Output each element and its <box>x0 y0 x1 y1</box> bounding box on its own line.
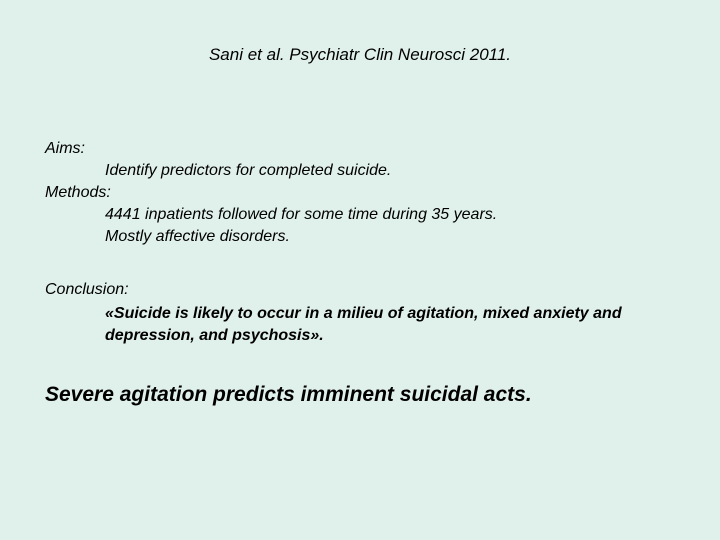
aims-label: Aims: <box>45 140 675 158</box>
methods-label: Methods: <box>45 184 675 202</box>
citation-title: Sani et al. Psychiatr Clin Neurosci 2011… <box>45 45 675 65</box>
final-statement: Severe agitation predicts imminent suici… <box>45 383 675 407</box>
aims-content: Identify predictors for completed suicid… <box>105 162 675 180</box>
conclusion-label: Conclusion: <box>45 281 675 299</box>
methods-line-1: 4441 inpatients followed for some time d… <box>105 206 675 224</box>
methods-line-2: Mostly affective disorders. <box>105 228 675 246</box>
conclusion-text: «Suicide is likely to occur in a milieu … <box>105 303 675 348</box>
